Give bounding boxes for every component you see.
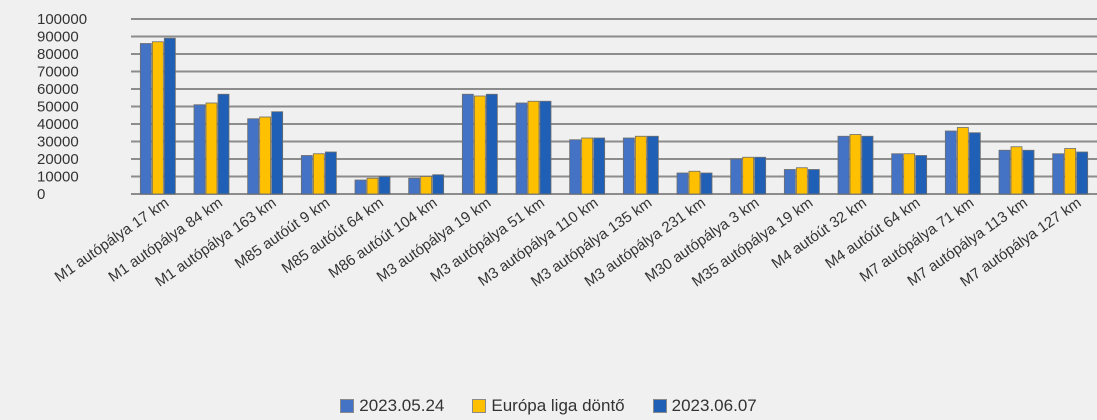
y-tick-label: 40000	[37, 116, 79, 133]
bar-2	[151, 41, 164, 195]
bar-1	[783, 169, 796, 195]
bar-1	[837, 135, 850, 195]
bar-1	[354, 179, 367, 195]
legend-label-series-3: 2023.06.07	[671, 396, 757, 415]
bar-3	[378, 176, 391, 195]
bar-2	[956, 127, 969, 195]
y-tick-label: 60000	[37, 81, 79, 98]
bar-2	[420, 176, 433, 195]
bar-2	[581, 137, 594, 195]
y-tick-label: 100000	[37, 11, 87, 28]
bar-3	[700, 172, 713, 195]
bar-1	[676, 172, 689, 195]
x-tick-label: M4 autóút 32 km	[769, 194, 870, 272]
bar-2	[849, 134, 862, 195]
legend-label-series-2: Európa liga döntő	[491, 396, 625, 415]
bar-1	[139, 43, 152, 195]
legend-item: 2023.06.07	[652, 396, 757, 416]
bar-1	[193, 104, 206, 195]
bar-2	[1010, 146, 1023, 195]
bar-3	[861, 135, 874, 195]
bar-1	[247, 118, 260, 195]
bar-3	[807, 169, 820, 195]
bar-1	[1052, 153, 1065, 195]
bar-3	[646, 135, 659, 195]
bar-3	[968, 132, 981, 195]
y-tick-label: 70000	[37, 64, 79, 81]
bar-1	[461, 93, 474, 195]
bar-3	[271, 111, 284, 195]
bar-2	[205, 102, 218, 195]
bar-1	[730, 158, 743, 195]
bar-3	[324, 151, 337, 195]
bar-2	[903, 153, 916, 195]
y-tick-label: 10000	[37, 169, 79, 186]
bar-3	[915, 155, 928, 195]
bar-3	[539, 100, 552, 195]
legend-label-series-1: 2023.05.24	[359, 396, 445, 415]
bar-2	[259, 116, 272, 195]
bar-3	[163, 37, 176, 195]
legend-swatch-series-3	[652, 399, 667, 413]
bar-2	[634, 135, 647, 195]
bar-3	[432, 174, 445, 195]
bar-3	[217, 93, 230, 195]
bar-3	[1022, 149, 1035, 195]
y-tick-label: 90000	[37, 29, 79, 46]
bar-3	[485, 93, 498, 195]
bar-1	[569, 139, 582, 195]
bar-2	[742, 156, 755, 195]
legend-swatch-series-2	[472, 399, 487, 413]
legend-swatch-series-1	[340, 399, 355, 413]
bar-1	[408, 177, 421, 195]
bar-2	[473, 95, 486, 195]
legend-item: 2023.05.24	[340, 396, 444, 416]
bar-2	[795, 167, 808, 195]
bar-2	[688, 170, 701, 195]
bar-1	[515, 102, 528, 195]
bar-2	[312, 153, 325, 195]
legend: 2023.05.24 Európa liga döntő 2023.06.07	[0, 396, 1097, 416]
bar-3	[593, 137, 606, 195]
bar-1	[622, 137, 635, 195]
y-tick-label: 30000	[37, 134, 79, 151]
y-tick-label: 50000	[37, 99, 79, 116]
bar-3	[1076, 151, 1089, 195]
bar-chart-plot: 0100002000030000400005000060000700008000…	[37, 11, 1097, 291]
bar-2	[527, 100, 540, 195]
bar-1	[300, 155, 313, 195]
bar-1	[944, 130, 957, 195]
legend-item: Európa liga döntő	[472, 396, 625, 416]
y-tick-label: 80000	[37, 46, 79, 63]
y-tick-label: 20000	[37, 151, 79, 168]
bar-2	[366, 177, 379, 195]
bar-2	[1064, 148, 1077, 195]
bar-1	[891, 153, 904, 195]
bar-1	[998, 149, 1011, 195]
y-tick-label: 0	[37, 186, 45, 203]
bar-3	[754, 156, 767, 195]
